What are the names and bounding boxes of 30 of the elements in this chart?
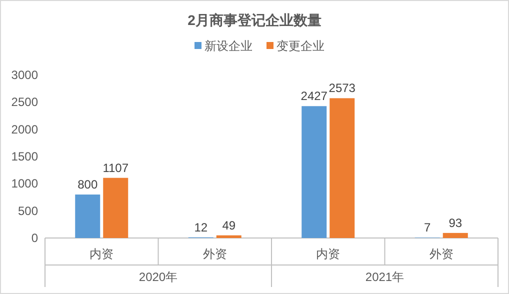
- x-tick-label: 外资: [429, 247, 454, 261]
- y-tick-label: 500: [18, 204, 38, 218]
- bar: [216, 235, 242, 238]
- chart-title: 2月商事登记企业数量: [188, 12, 322, 28]
- y-tick-label: 2000: [11, 122, 38, 136]
- bar: [103, 178, 128, 238]
- data-label: 93: [448, 216, 462, 230]
- y-tick-label: 2500: [11, 95, 38, 110]
- data-label: 49: [222, 218, 236, 232]
- y-tick-label: 1500: [11, 150, 38, 164]
- y-tick-label: 0: [31, 231, 38, 245]
- data-label: 2573: [328, 81, 356, 96]
- x-tick-label: 内资: [316, 247, 340, 261]
- text: 2021年: [365, 270, 404, 284]
- data-label: 7: [424, 220, 432, 235]
- legend-label: 新设企业: [204, 39, 252, 53]
- data-label: 2427: [300, 89, 328, 104]
- legend-label: 变更企业: [276, 39, 324, 53]
- data-label: 12: [194, 220, 208, 234]
- bar: [442, 232, 468, 238]
- bar: [330, 98, 355, 238]
- bar: [302, 106, 327, 238]
- x-tick-label: 内资: [90, 247, 114, 261]
- data-label: 1107: [102, 160, 129, 175]
- y-tick-label: 1000: [11, 176, 38, 191]
- y-tick-label: 3000: [11, 68, 38, 82]
- text: 2020年: [138, 270, 178, 284]
- bar: [75, 194, 100, 238]
- x-tick-label: 外资: [202, 247, 227, 261]
- data-label: 800: [78, 178, 98, 192]
